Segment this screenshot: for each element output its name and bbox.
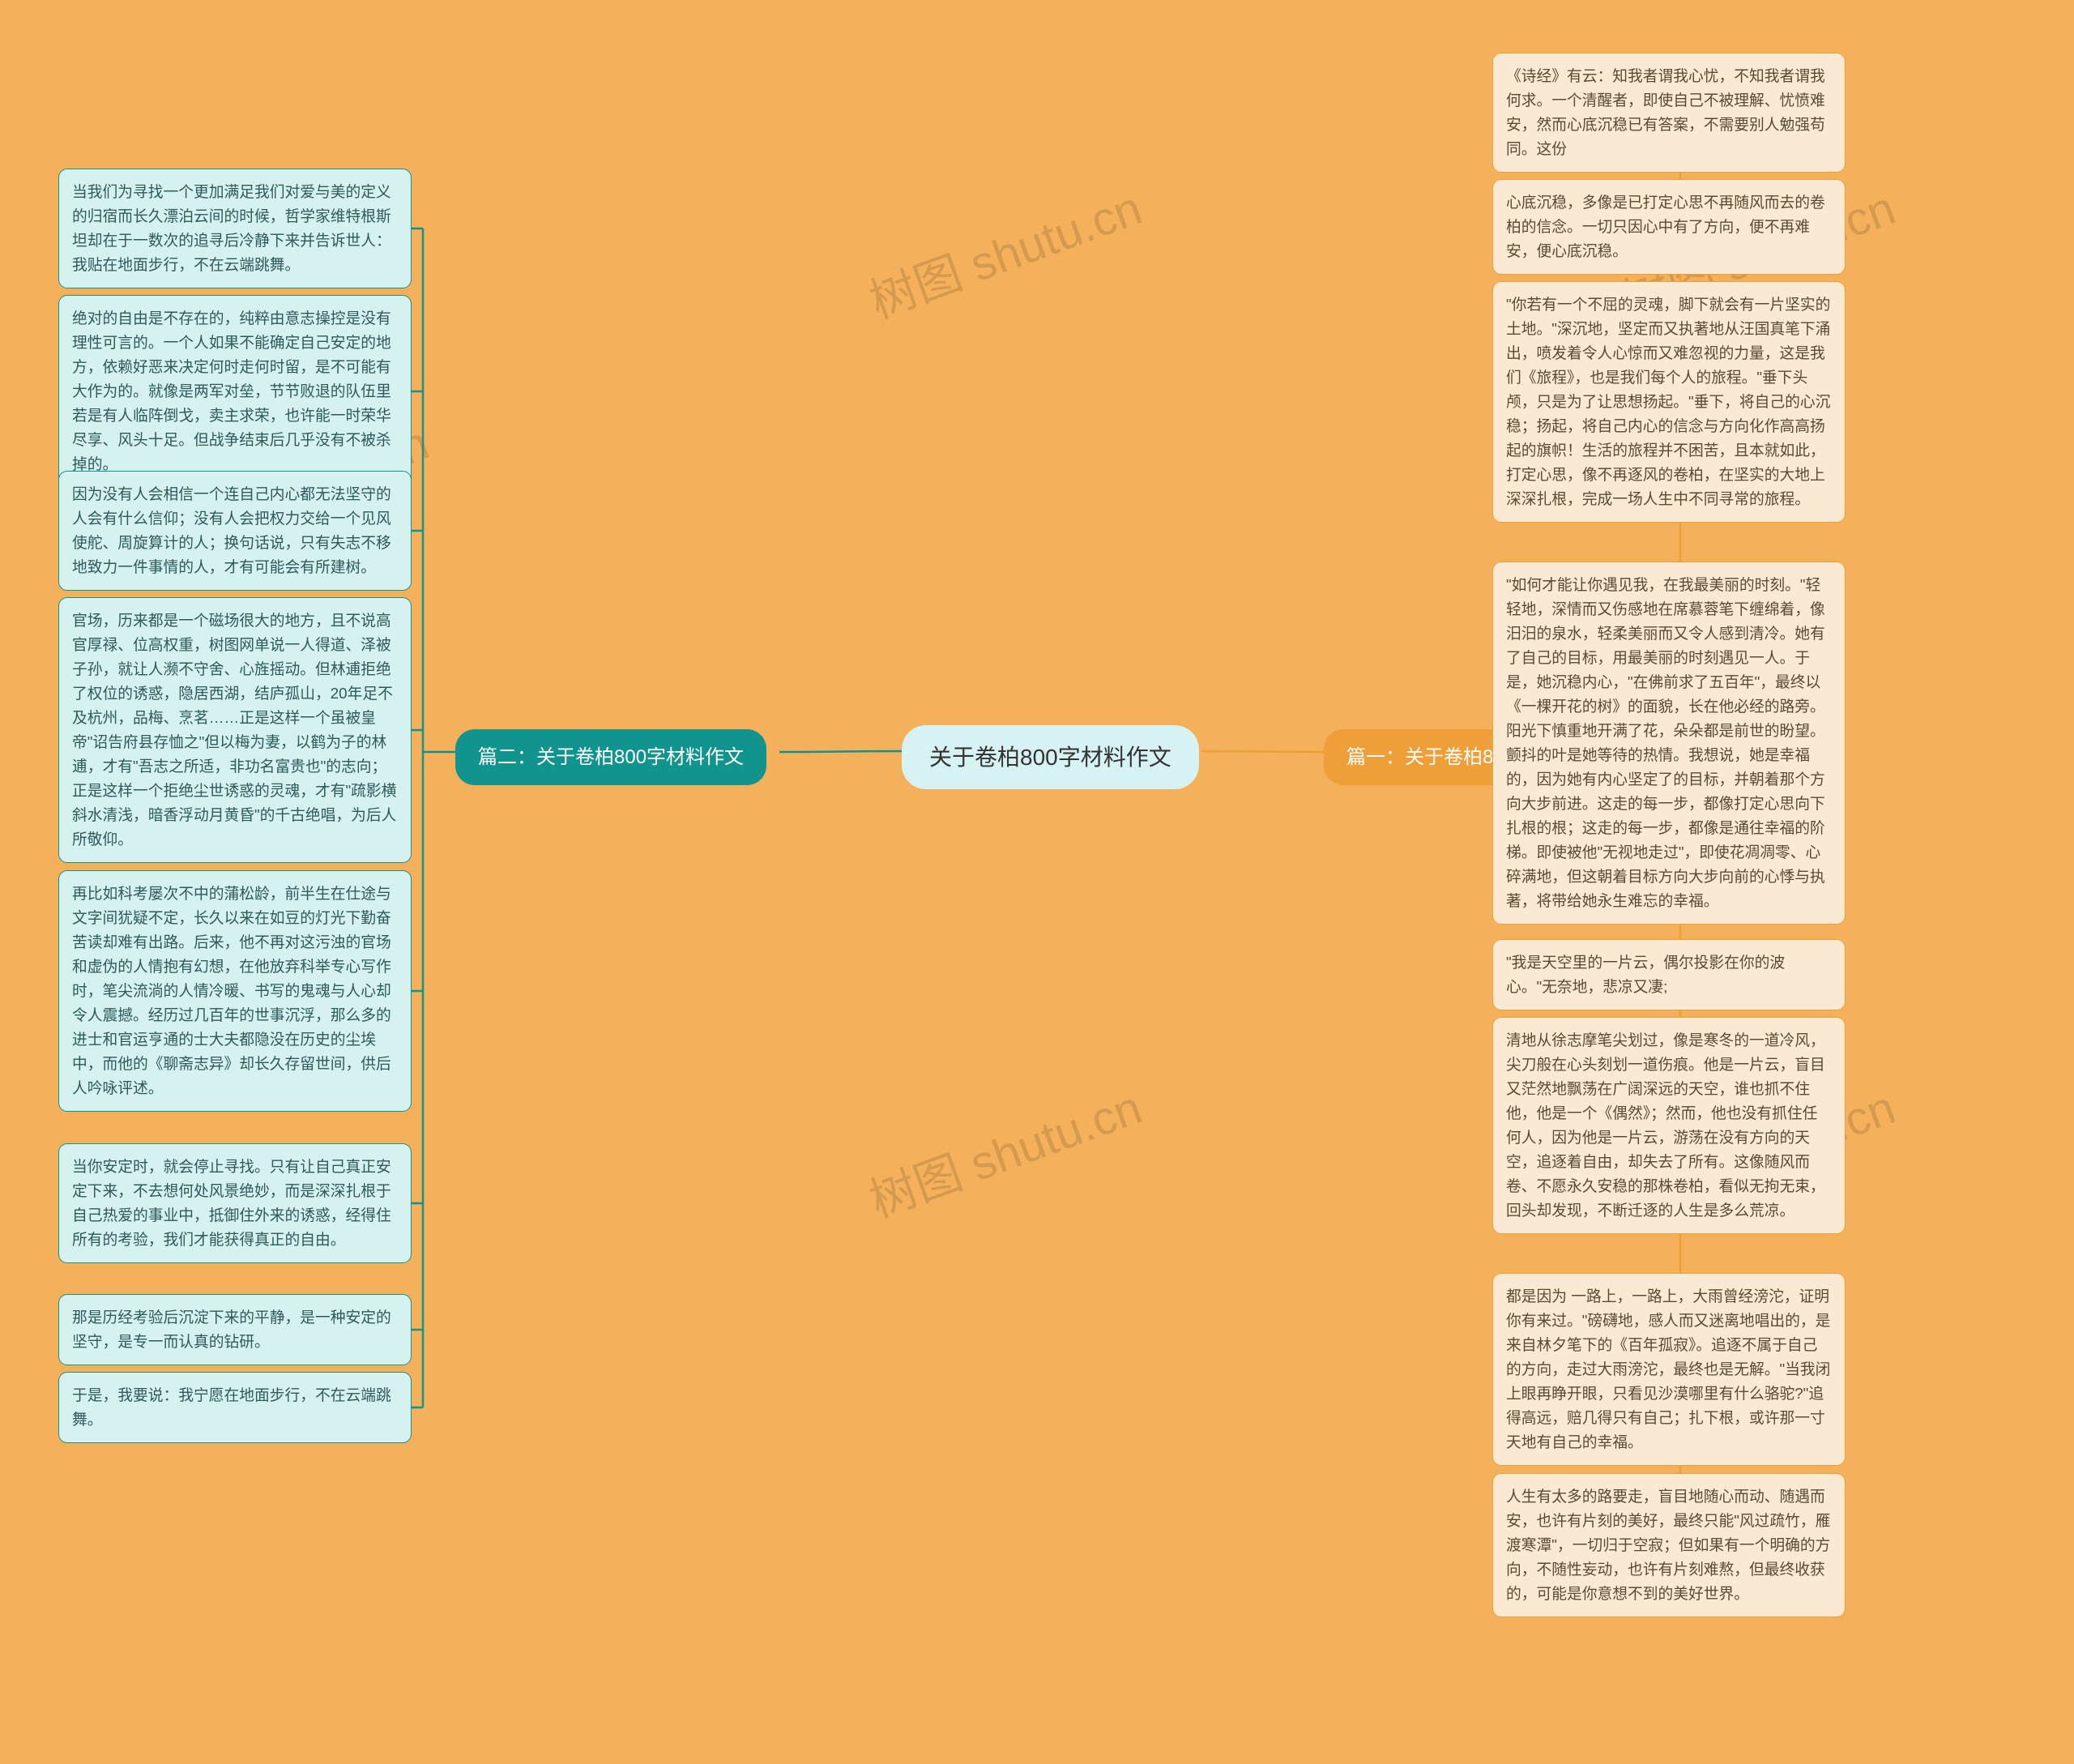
leaf-node: 那是历经考验后沉淀下来的平静，是一种安定的坚守，是专一而认真的钻研。 <box>58 1294 412 1365</box>
connector <box>1201 751 1324 752</box>
leaf-node: 当你安定时，就会停止寻找。只有让自己真正安定下来，不去想何处风景绝妙，而是深深扎… <box>58 1143 412 1263</box>
root-node: 关于卷柏800字材料作文 <box>902 725 1199 789</box>
leaf-node: 再比如科考屡次不中的蒲松龄，前半生在仕途与文字间犹疑不定，长久以来在如豆的灯光下… <box>58 870 412 1112</box>
leaf-node: 当我们为寻找一个更加满足我们对爱与美的定义的归宿而长久漂泊云间的时候，哲学家维特… <box>58 169 412 288</box>
leaf-node: "你若有一个不屈的灵魂，脚下就会有一片坚实的土地。"深沉地，坚定而又执著地从汪国… <box>1492 281 1846 523</box>
leaf-node: 人生有太多的路要走，盲目地随心而动、随遇而安，也许有片刻的美好，最终只能"风过疏… <box>1492 1473 1846 1617</box>
leaf-node: 清地从徐志摩笔尖划过，像是寒冬的一道冷风，尖刀般在心头刻划一道伤痕。他是一片云，… <box>1492 1017 1846 1234</box>
leaf-node: 于是，我要说：我宁愿在地面步行，不在云端跳舞。 <box>58 1372 412 1443</box>
leaf-node: 绝对的自由是不存在的，纯粹由意志操控是没有理性可言的。一个人如果不能确定自己安定… <box>58 295 412 488</box>
watermark: 树图 shutu.cn <box>859 1070 1150 1231</box>
leaf-node: 官场，历来都是一个磁场很大的地方，且不说高官厚禄、位高权重，树图网单说一人得道、… <box>58 597 412 863</box>
leaf-node: 因为没有人会相信一个连自己内心都无法坚守的人会有什么信仰；没有人会把权力交给一个… <box>58 471 412 591</box>
leaf-node: 心底沉稳，多像是已打定心思不再随风而去的卷柏的信念。一切只因心中有了方向，便不再… <box>1492 179 1846 275</box>
mindmap-canvas: 树图 shutu.cn树图 shutu.cn树图 shutu.cn树图 shut… <box>0 0 2074 1764</box>
leaf-node: 都是因为 一路上，一路上，大雨曾经滂沱，证明你有来过。"磅礴地，感人而又迷离地唱… <box>1492 1273 1846 1466</box>
connector <box>779 751 902 752</box>
branch-node-left: 篇二：关于卷柏800字材料作文 <box>455 729 766 785</box>
watermark: 树图 shutu.cn <box>859 170 1150 331</box>
leaf-node: "如何才能让你遇见我，在我最美丽的时刻。"轻轻地，深情而又伤感地在席慕蓉笔下缠绵… <box>1492 562 1846 925</box>
leaf-node: "我是天空里的一片云，偶尔投影在你的波心。"无奈地，悲凉又凄; <box>1492 939 1846 1010</box>
leaf-node: 《诗经》有云：知我者谓我心忧，不知我者谓我何求。一个清醒者，即使自己不被理解、忧… <box>1492 53 1846 173</box>
